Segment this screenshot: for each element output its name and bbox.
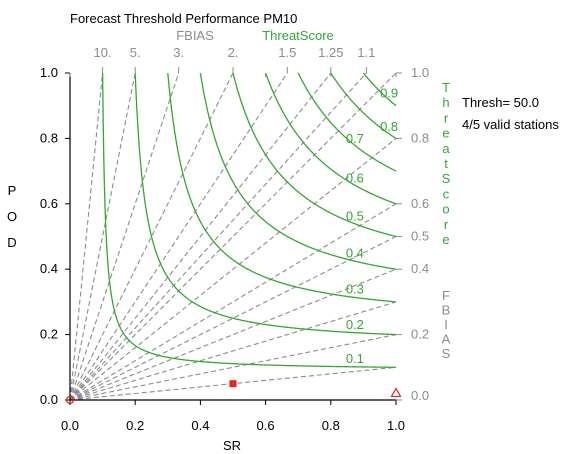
- fbias-right-label: 0.2: [411, 327, 429, 342]
- threat-score-curve: [362, 72, 397, 107]
- x-axis-label: SR: [223, 438, 241, 453]
- valid-stations-annotation: 4/5 valid stations: [462, 117, 559, 132]
- x-tick-label: 1.0: [387, 418, 405, 433]
- threat-score-side-label-char: S: [442, 171, 451, 186]
- x-tick-label: 0.2: [126, 418, 144, 433]
- threat-score-side-label: ThreatScore: [442, 80, 451, 247]
- threat-score-side-label-char: c: [443, 186, 450, 201]
- fbias-side-label-char: B: [442, 303, 451, 318]
- fbias-side-label: FBIAS: [442, 288, 451, 361]
- threat-score-label: 0.8: [380, 119, 398, 134]
- threat-score-label: 0.5: [346, 209, 364, 224]
- fbias-line: [69, 301, 397, 401]
- x-tick-label: 0.4: [191, 418, 209, 433]
- threat-score-top-title: ThreatScore: [262, 28, 334, 43]
- fbias-top-label: 1.1: [357, 45, 375, 60]
- fbias-top-label: 1.5: [278, 45, 296, 60]
- threat-score-curve: [167, 72, 397, 303]
- fbias-top-label: 1.25: [318, 45, 343, 60]
- fbias-right-label: 0.0: [411, 388, 429, 403]
- fbias-line: [69, 72, 104, 401]
- x-tick-label: 0.6: [257, 418, 275, 433]
- threat-score-curve: [199, 72, 397, 270]
- fbias-line: [69, 72, 288, 401]
- threat-score-label: 0.6: [346, 170, 364, 185]
- fbias-line: [69, 72, 180, 401]
- fbias-lines: [69, 72, 397, 401]
- y-axis-label: POD: [7, 183, 17, 250]
- fbias-right-label: 0.5: [411, 229, 429, 244]
- fbias-line: [69, 203, 397, 401]
- fbias-side-label-char: F: [442, 288, 450, 303]
- data-point-circle: [65, 395, 75, 405]
- threat-score-side-label-char: e: [442, 126, 449, 141]
- threat-score-curve: [134, 72, 397, 336]
- x-tick-label: 0.8: [322, 418, 340, 433]
- fbias-line: [69, 72, 234, 401]
- threat-score-label: 0.1: [346, 351, 364, 366]
- threat-score-side-label-char: r: [444, 217, 449, 232]
- y-tick-label: 0.8: [40, 130, 58, 145]
- threshold-annotation: Thresh= 50.0: [462, 95, 539, 110]
- y-tick-label: 1.0: [40, 65, 58, 80]
- y-axis-label-char: O: [7, 209, 17, 224]
- fbias-line: [69, 72, 332, 401]
- fbias-line: [69, 268, 397, 401]
- fbias-line: [69, 236, 397, 401]
- y-tick-label: 0.2: [40, 327, 58, 342]
- threat-score-side-label-char: o: [442, 202, 449, 217]
- data-point-square: [229, 380, 237, 388]
- threat-score-curve: [330, 72, 397, 139]
- fbias-side-label-char: S: [442, 346, 451, 361]
- threat-score-curve: [297, 72, 397, 172]
- threat-score-label: 0.3: [346, 282, 364, 297]
- threat-score-label: 0.7: [346, 131, 364, 146]
- threat-score-label: 0.2: [346, 317, 364, 332]
- threat-score-curve: [101, 72, 397, 368]
- fbias-right-label: 0.8: [411, 130, 429, 145]
- data-point-triangle: [390, 387, 402, 398]
- y-axis-label-char: D: [7, 235, 16, 250]
- fbias-top-label: 3.: [173, 45, 184, 60]
- threat-score-side-label-char: r: [444, 110, 449, 125]
- fbias-right-label: 0.6: [411, 196, 429, 211]
- threat-score-curve: [232, 72, 397, 238]
- chart-labels: Forecast Threshold Performance PM10 FBIA…: [70, 11, 559, 453]
- fbias-line: [69, 137, 397, 401]
- chart-title: Forecast Threshold Performance PM10: [70, 11, 297, 26]
- threat-score-side-label-char: h: [442, 95, 449, 110]
- data-points: [65, 380, 402, 405]
- threat-score-side-label-char: t: [444, 156, 448, 171]
- plot-axes: [69, 73, 396, 401]
- x-tick-label: 0.0: [61, 418, 79, 433]
- fbias-side-label-char: I: [444, 317, 448, 332]
- threat-score-side-label-char: T: [442, 80, 450, 95]
- fbias-top-title: FBIAS: [176, 28, 214, 43]
- threat-score-curve: [264, 72, 397, 205]
- fbias-top-label: 5.: [130, 45, 141, 60]
- threat-score-side-label-char: e: [442, 232, 449, 247]
- y-tick-label: 0.0: [40, 392, 58, 407]
- fbias-line: [69, 72, 367, 401]
- fbias-side-label-char: A: [442, 332, 451, 347]
- fbias-right-label: 1.0: [411, 65, 429, 80]
- threat-score-label: 0.4: [346, 246, 364, 261]
- threat-score-label: 0.9: [380, 86, 398, 101]
- fbias-right-label: 0.4: [411, 261, 429, 276]
- threat-score-side-label-char: a: [442, 141, 450, 156]
- y-tick-label: 0.6: [40, 196, 58, 211]
- axis-ticks: 0.0 0.2 0.4 0.6 0.8 1.0 0.0 0.2 0.4 0.6 0.8 1.0 10. 5…: [40, 45, 429, 433]
- fbias-top-label: 10.: [94, 45, 112, 60]
- fbias-top-label: 2.: [228, 45, 239, 60]
- threat-score-curves: 0.1 0.2 0.3 0.4 0.5 0.6 0.7 0.8 0.9: [101, 72, 398, 368]
- y-axis-label-char: P: [8, 183, 17, 198]
- fbias-line: [69, 72, 397, 401]
- y-tick-label: 0.4: [40, 261, 58, 276]
